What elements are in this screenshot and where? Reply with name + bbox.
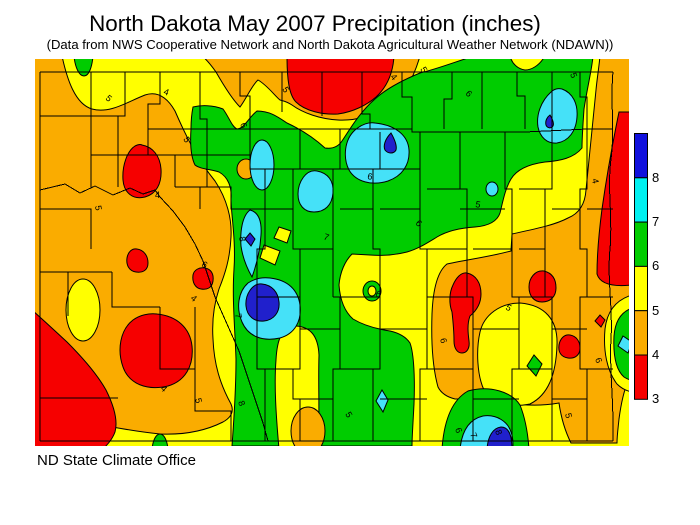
svg-text:5: 5	[418, 65, 429, 74]
svg-text:6: 6	[464, 88, 475, 99]
svg-text:8: 8	[652, 170, 659, 185]
svg-text:4: 4	[590, 178, 601, 185]
svg-text:5: 5	[475, 199, 482, 210]
svg-text:4: 4	[388, 72, 399, 82]
svg-text:7: 7	[652, 214, 659, 229]
svg-text:5: 5	[504, 302, 513, 313]
svg-text:6: 6	[367, 171, 374, 182]
svg-text:5: 5	[181, 135, 192, 144]
svg-text:4: 4	[652, 347, 659, 362]
svg-text:5: 5	[343, 410, 354, 419]
svg-text:5: 5	[568, 71, 579, 79]
svg-text:5: 5	[93, 205, 104, 212]
svg-text:6: 6	[200, 259, 209, 270]
svg-text:7: 7	[468, 431, 479, 439]
svg-text:5: 5	[563, 412, 574, 419]
svg-text:5: 5	[280, 85, 291, 94]
svg-text:6: 6	[453, 426, 464, 434]
svg-text:7: 7	[322, 231, 330, 242]
svg-text:5: 5	[652, 303, 659, 318]
svg-text:6: 6	[374, 288, 382, 299]
svg-text:4: 4	[155, 190, 160, 200]
svg-text:4: 4	[162, 86, 170, 97]
svg-text:4: 4	[159, 383, 170, 394]
svg-text:6: 6	[414, 218, 424, 229]
svg-text:6: 6	[593, 356, 604, 364]
svg-text:4: 4	[189, 293, 199, 304]
svg-text:5: 5	[104, 93, 114, 104]
svg-text:8: 8	[237, 236, 248, 243]
svg-text:8: 8	[236, 399, 247, 407]
svg-text:8: 8	[493, 428, 504, 436]
svg-text:5: 5	[193, 397, 204, 404]
svg-text:6: 6	[652, 258, 659, 273]
svg-text:7: 7	[233, 313, 244, 320]
svg-text:6: 6	[238, 121, 249, 129]
svg-text:3: 3	[652, 391, 659, 403]
svg-text:6: 6	[438, 337, 449, 344]
